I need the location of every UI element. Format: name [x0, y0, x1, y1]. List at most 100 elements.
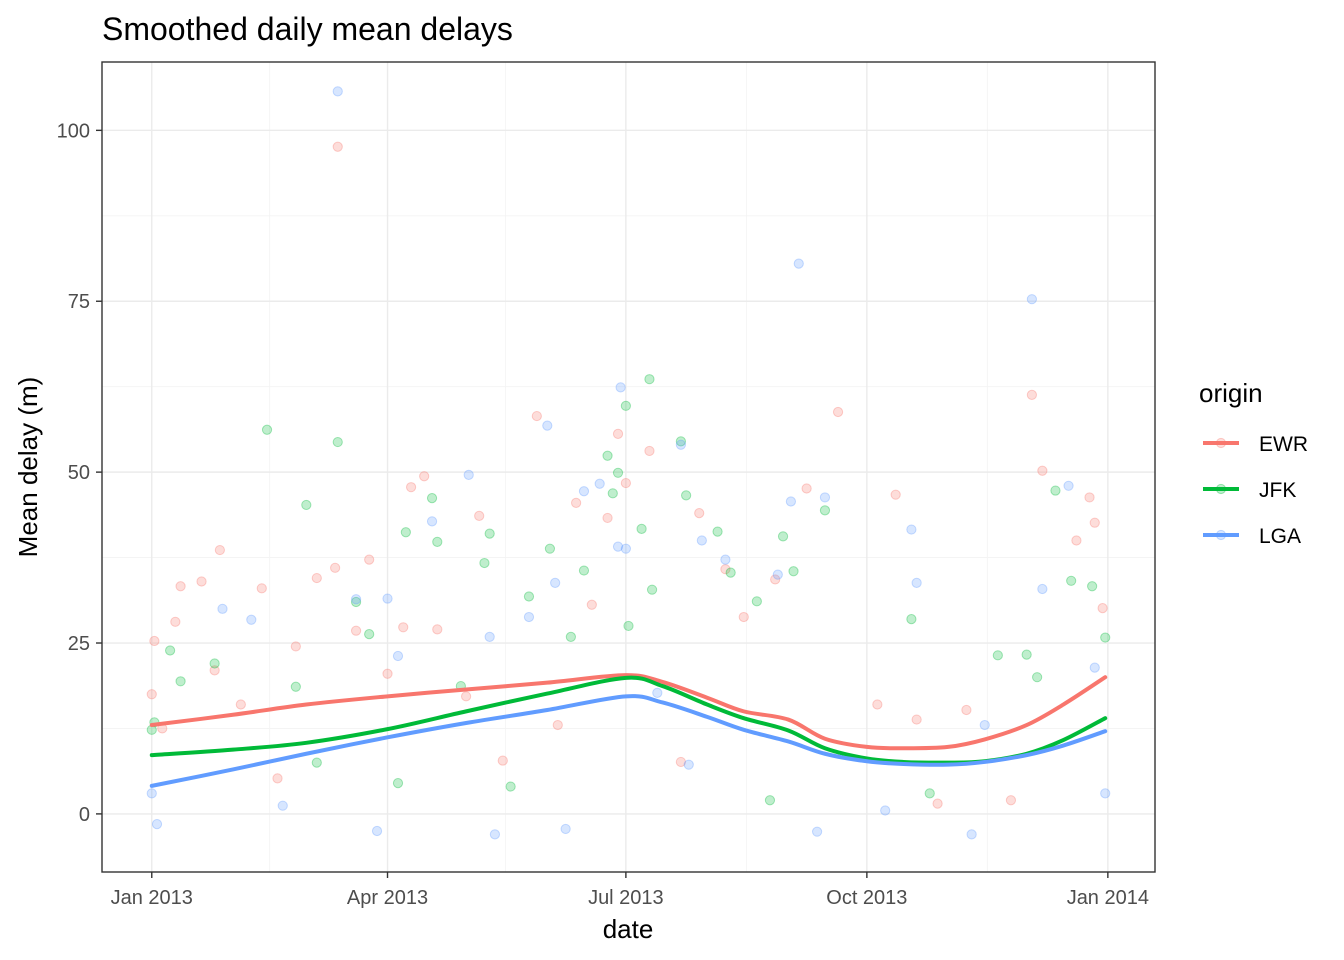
point-ewr [1037, 465, 1048, 476]
point-jfk [602, 450, 613, 461]
point-ewr [432, 624, 443, 635]
point-jfk [1087, 581, 1098, 592]
point-lga [911, 577, 922, 588]
y-tick-label: 50 [68, 462, 90, 484]
point-ewr [272, 773, 283, 784]
point-lga [560, 823, 571, 835]
point-jfk [1050, 485, 1061, 496]
point-ewr [170, 616, 181, 627]
point-lga [811, 826, 823, 837]
point-lga [392, 650, 404, 662]
point-ewr [419, 471, 430, 482]
x-tick-label: Apr 2013 [347, 887, 428, 909]
point-jfk [636, 523, 647, 534]
point-lga [371, 825, 383, 837]
point-jfk [523, 591, 535, 602]
point-jfk [725, 567, 736, 578]
legend-label: JFK [1259, 479, 1296, 502]
point-ewr [330, 562, 341, 573]
point-lga [463, 469, 474, 480]
point-lga [785, 496, 797, 507]
point-ewr [382, 668, 393, 679]
point-lga [332, 86, 343, 97]
point-ewr [961, 704, 972, 716]
point-lga [523, 611, 535, 623]
point-lga [1100, 788, 1111, 799]
point-jfk [646, 584, 658, 595]
point-jfk [1100, 632, 1111, 643]
point-jfk [432, 536, 443, 547]
point-lga [550, 577, 561, 588]
point-jfk [400, 527, 411, 538]
point-ewr [1005, 795, 1017, 806]
y-tick-label: 0 [79, 804, 90, 826]
point-ewr [332, 141, 343, 152]
point-ewr [214, 544, 225, 556]
point-ewr [932, 798, 943, 809]
point-lga [1026, 294, 1037, 305]
point-lga [1063, 480, 1074, 491]
legend-label: LGA [1259, 525, 1301, 548]
point-jfk [505, 781, 516, 792]
x-tick-label: Jul 2013 [588, 887, 664, 909]
point-ewr [398, 622, 409, 633]
legend: origin EWR JFK LGA [1199, 378, 1308, 548]
points-layer [146, 86, 1111, 840]
point-lga [772, 569, 783, 580]
point-ewr [694, 508, 705, 519]
point-jfk [350, 596, 362, 608]
legend-point [1215, 529, 1227, 541]
point-jfk [681, 490, 692, 501]
point-lga [652, 687, 663, 699]
point-lga [350, 594, 362, 605]
legend-key-ewr: EWR [1203, 433, 1308, 456]
point-jfk [1021, 649, 1032, 660]
point-lga [151, 819, 163, 830]
point-lga [793, 258, 804, 269]
point-lga [1089, 662, 1100, 673]
point-jfk [578, 565, 590, 576]
point-ewr [738, 611, 749, 623]
point-jfk [788, 566, 799, 577]
points-jfk [146, 374, 1111, 806]
y-axis-title: Mean delay (m) [13, 377, 43, 558]
point-lga [277, 800, 288, 811]
points-ewr [146, 141, 1108, 809]
smooth-line-lga [149, 694, 1108, 788]
point-lga [594, 478, 605, 489]
point-jfk [261, 424, 273, 435]
point-jfk [1066, 575, 1077, 586]
y-tick-label: 75 [68, 291, 90, 313]
plot-grid [102, 62, 1155, 872]
point-ewr [552, 719, 563, 731]
point-jfk [311, 757, 322, 768]
point-ewr [149, 635, 160, 647]
x-tick-label: Jan 2014 [1067, 887, 1149, 909]
point-lga [542, 420, 553, 431]
point-ewr [612, 428, 624, 439]
point-ewr [497, 755, 508, 766]
point-ewr [1084, 492, 1095, 503]
point-lga [578, 486, 590, 497]
point-ewr [364, 554, 375, 565]
point-jfk [426, 493, 438, 504]
x-axis: Jan 2013 Apr 2013 Jul 2013 Oct 2013 Jan 2014 [111, 872, 1149, 909]
point-lga [979, 719, 990, 731]
point-lga [720, 554, 731, 565]
point-jfk [607, 488, 618, 499]
point-ewr [350, 625, 362, 636]
point-lga [489, 829, 501, 840]
point-lga [880, 805, 891, 816]
chart-title: Smoothed daily mean delays [102, 11, 513, 47]
point-jfk [544, 543, 556, 554]
point-lga [906, 524, 917, 535]
point-lga [620, 543, 631, 554]
point-jfk [1032, 672, 1043, 683]
point-ewr [872, 699, 883, 710]
x-tick-label: Oct 2013 [826, 887, 907, 909]
point-lga [426, 516, 438, 527]
point-ewr [1071, 535, 1082, 546]
point-jfk [777, 531, 789, 542]
point-jfk [620, 400, 631, 411]
